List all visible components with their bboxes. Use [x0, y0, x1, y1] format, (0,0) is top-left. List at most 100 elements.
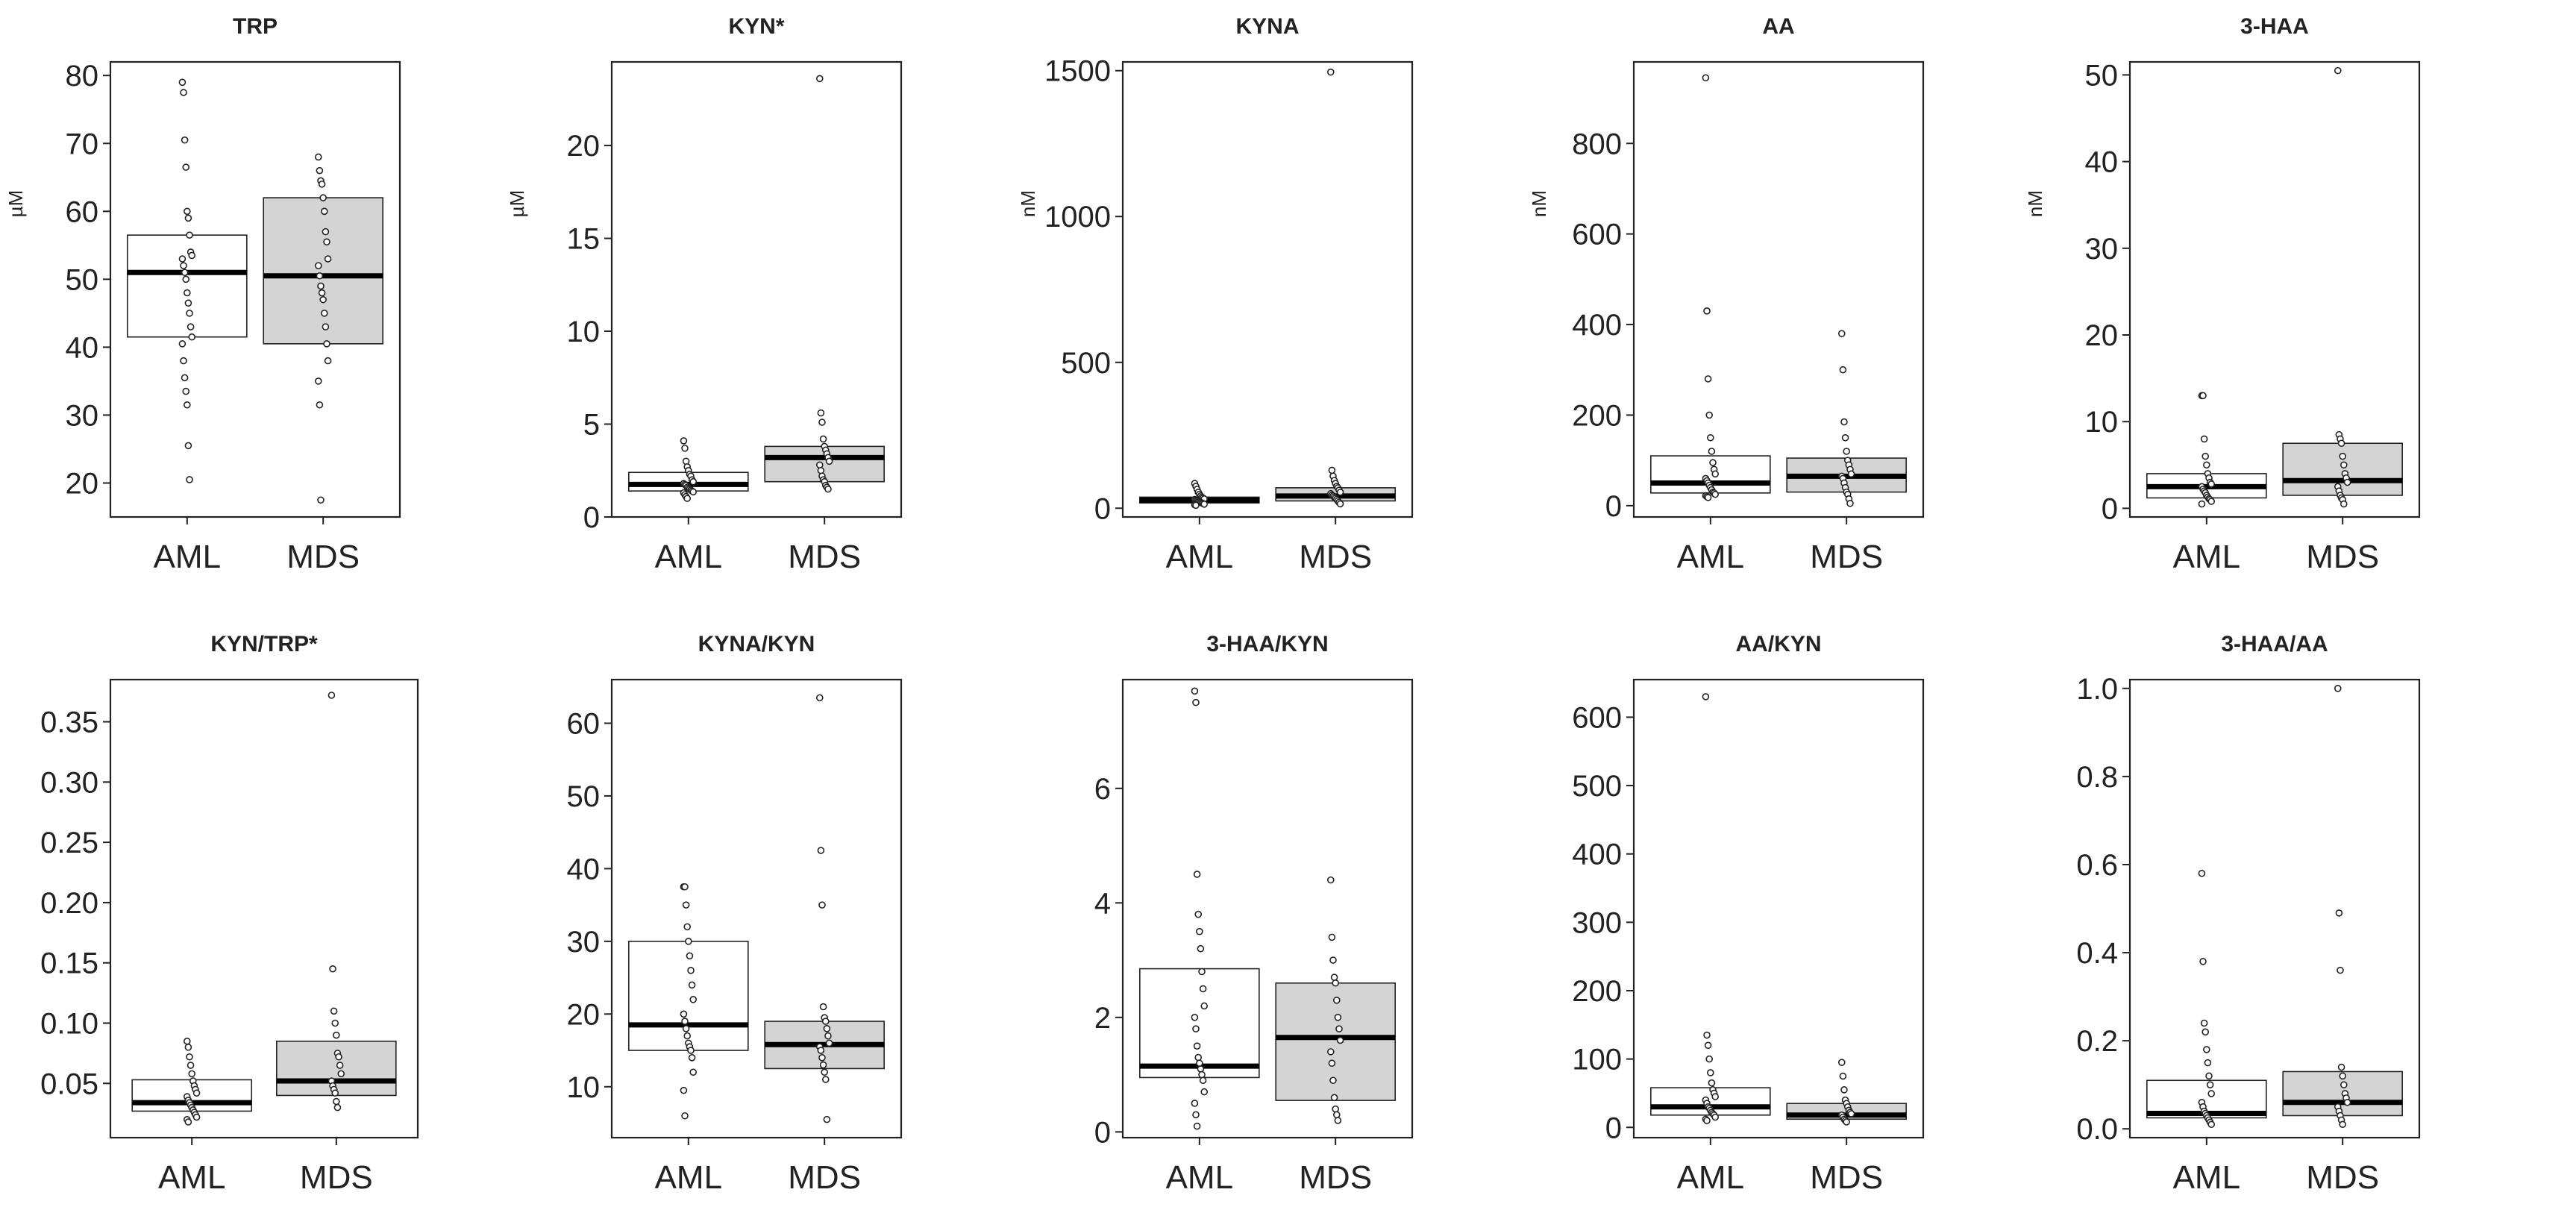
- data-point: [1837, 1059, 1846, 1066]
- data-point: [2339, 1120, 2346, 1129]
- data-point: [2207, 480, 2216, 488]
- data-point: [2343, 1098, 2351, 1106]
- category-label-mds: MDS: [2306, 1159, 2379, 1196]
- y-tick-label: 400: [1572, 838, 1622, 871]
- y-tick-label: 200: [1572, 975, 1622, 1008]
- data-point: [2339, 452, 2346, 460]
- data-point: [2207, 1090, 2216, 1097]
- y-tick-label: 0.8: [2076, 761, 2118, 794]
- data-point: [178, 255, 187, 263]
- data-point: [333, 1097, 340, 1106]
- y-tick-label: 6: [1094, 773, 1111, 806]
- data-point: [825, 1039, 833, 1047]
- data-point: [681, 1018, 689, 1025]
- data-point: [815, 461, 824, 469]
- y-tick-label: 60: [567, 707, 601, 740]
- y-axis-label: µM: [4, 190, 27, 218]
- data-point: [815, 75, 824, 83]
- y-axis-label: µM: [506, 190, 528, 218]
- category-label-aml: AML: [1166, 1159, 1233, 1196]
- y-tick-label: 0.25: [40, 827, 98, 859]
- data-point: [1332, 979, 1339, 987]
- data-point: [819, 1003, 827, 1011]
- y-tick-label: 0: [1605, 490, 1622, 523]
- panel-trp: TRP µM 20 30 40 50 60 70 80 AML MDS: [4, 14, 401, 575]
- data-point: [1702, 693, 1710, 700]
- data-point: [331, 1089, 339, 1097]
- data-point: [1703, 307, 1711, 315]
- y-tick-label: 15: [567, 223, 601, 256]
- data-point: [1843, 1118, 1850, 1126]
- category-label-aml: AML: [2173, 539, 2240, 575]
- y-tick-label: 50: [66, 263, 99, 296]
- data-point: [683, 1032, 692, 1040]
- data-point: [1197, 944, 1205, 953]
- data-point: [188, 1070, 195, 1078]
- data-point: [180, 357, 187, 365]
- data-point: [2334, 685, 2342, 692]
- data-point: [184, 1044, 192, 1051]
- y-tick-label: 600: [1572, 701, 1622, 734]
- data-point: [186, 476, 193, 483]
- data-point: [825, 457, 833, 465]
- data-point: [823, 1115, 831, 1123]
- y-tick-label: 50: [2085, 59, 2119, 92]
- panel-kyn: KYN* µM 0 5 10 15 20 AML MDS: [506, 14, 903, 575]
- data-point: [2203, 461, 2210, 469]
- data-point: [687, 967, 695, 974]
- data-point: [2340, 500, 2348, 508]
- data-point: [1839, 366, 1847, 374]
- y-tick-label: 0: [2102, 492, 2118, 525]
- data-point: [689, 1068, 698, 1076]
- category-label-aml: AML: [655, 539, 722, 575]
- y-tick-label: 0: [1094, 1116, 1111, 1149]
- data-point: [1711, 1093, 1720, 1100]
- data-point: [1329, 1076, 1337, 1085]
- data-point: [1199, 1076, 1207, 1085]
- panel-aa-kyn: AA/KYN 0 100 200 300 400 500 600 AML MDS: [1572, 632, 1925, 1196]
- data-point: [318, 289, 326, 297]
- data-point: [818, 901, 826, 909]
- panel-title: KYN/TRP*: [210, 632, 318, 656]
- panel-3-haa-aa: 3-HAA/AA 0.0 0.2 0.4 0.6 0.8 1.0 AML MDS: [2076, 632, 2421, 1196]
- data-point: [817, 409, 825, 417]
- y-tick-label: 0.6: [2076, 849, 2118, 882]
- data-point: [330, 1007, 338, 1015]
- data-point: [1702, 74, 1710, 82]
- y-axis-label: nM: [1017, 190, 1039, 217]
- y-axis-label: nM: [2024, 190, 2046, 217]
- data-point: [2343, 478, 2351, 486]
- data-point: [181, 269, 189, 277]
- category-label-aml: AML: [2173, 1159, 2240, 1196]
- data-point: [184, 207, 191, 216]
- data-point: [186, 231, 193, 239]
- data-point: [323, 238, 330, 246]
- data-point: [319, 194, 327, 201]
- y-tick-label: 60: [66, 195, 99, 228]
- category-label-mds: MDS: [1299, 1159, 1372, 1196]
- data-point: [1192, 1025, 1200, 1032]
- category-label-aml: AML: [154, 539, 221, 575]
- data-point: [1843, 448, 1850, 455]
- data-point: [686, 952, 694, 960]
- data-point: [1334, 1014, 1342, 1021]
- data-point: [320, 310, 328, 317]
- data-point: [1194, 910, 1203, 918]
- data-point: [187, 1062, 195, 1069]
- data-point: [328, 692, 336, 699]
- panel-title: AA: [1762, 14, 1794, 39]
- y-tick-label: 100: [1572, 1044, 1622, 1076]
- data-point: [2337, 966, 2344, 974]
- data-point: [683, 923, 692, 931]
- data-point: [2203, 1046, 2210, 1053]
- data-point: [1198, 1070, 1206, 1079]
- data-point: [184, 401, 191, 409]
- data-point: [317, 282, 325, 290]
- data-point: [1704, 1041, 1712, 1050]
- data-point: [2340, 461, 2348, 469]
- data-point: [1200, 1002, 1209, 1010]
- data-point: [187, 323, 195, 330]
- category-label-aml: AML: [1677, 1159, 1744, 1196]
- data-point: [2199, 958, 2207, 965]
- data-point: [821, 1076, 830, 1083]
